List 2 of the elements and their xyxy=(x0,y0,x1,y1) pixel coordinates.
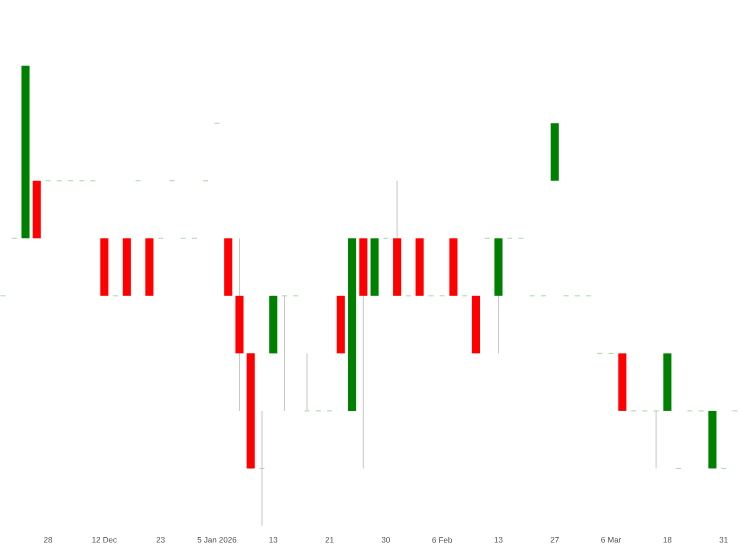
candlestick xyxy=(281,295,288,412)
candlestick xyxy=(653,410,660,470)
